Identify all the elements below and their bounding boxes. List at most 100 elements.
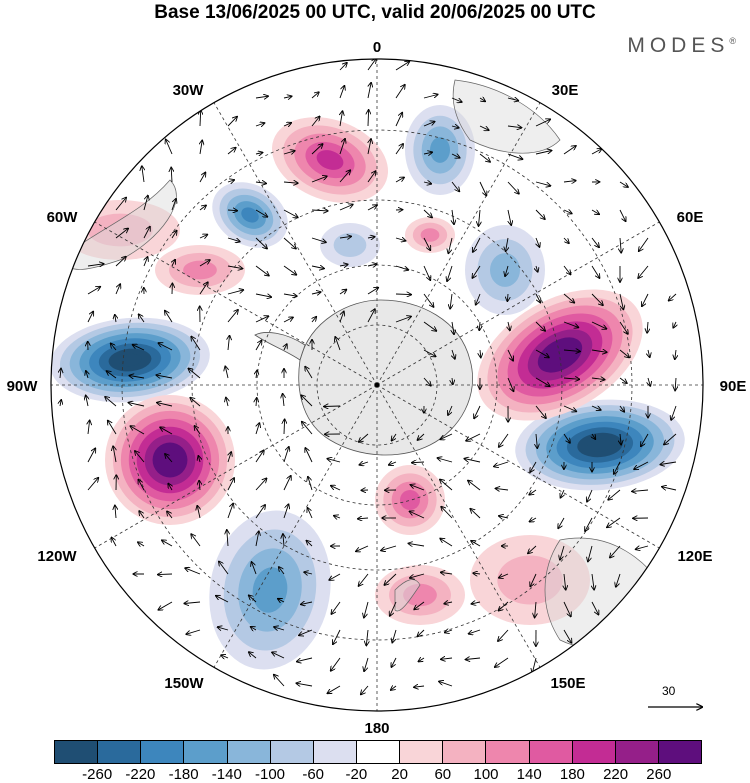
wind-vector: [359, 462, 369, 465]
wind-vector: [479, 98, 485, 101]
meridian-line: [94, 384, 378, 549]
wind-vector: [563, 210, 572, 214]
wind-vector: [166, 140, 173, 155]
wind-vector: [255, 123, 264, 126]
negative-anomaly-contour: [118, 353, 142, 367]
wind-vector: [333, 629, 341, 644]
wind-vector: [563, 601, 571, 616]
wind-vector: [111, 344, 117, 351]
wind-vector: [368, 110, 369, 127]
brand-logo: MODES®: [627, 34, 736, 58]
wind-vector: [249, 595, 257, 603]
wind-vector: [133, 345, 145, 351]
wind-vector: [200, 141, 202, 155]
wind-vector: [448, 237, 453, 253]
wind-vector: [339, 290, 346, 294]
wind-vector: [359, 433, 369, 442]
wind-vector: [469, 629, 481, 634]
meridian-line: [376, 221, 660, 386]
wind-vector: [165, 311, 173, 323]
wind-vector: [171, 168, 172, 183]
wind-vector: [256, 398, 257, 407]
colorbar-swatch: [98, 741, 142, 763]
wind-vector: [272, 652, 285, 659]
wind-vector: [619, 209, 626, 221]
wind-vector: [227, 148, 236, 155]
wind-vector: [367, 205, 377, 211]
wind-vector: [361, 685, 369, 694]
wind-vector: [395, 85, 405, 99]
label-0: 0: [373, 39, 381, 56]
wind-vector: [411, 485, 425, 491]
wind-vector: [419, 658, 425, 662]
wind-vector: [642, 293, 649, 306]
wind-vector: [144, 257, 148, 267]
wind-vector: [408, 543, 425, 546]
wind-vector: [648, 349, 650, 357]
colorbar: [54, 740, 702, 764]
wind-vector: [279, 567, 285, 575]
wind-vector: [311, 210, 328, 211]
wind-vector: [297, 657, 313, 662]
negative-anomaly-contour: [241, 207, 259, 223]
wind-vector: [479, 153, 490, 162]
wind-vector: [308, 508, 313, 519]
negative-anomaly-contour: [430, 137, 450, 163]
wind-vector: [395, 62, 409, 71]
wind-vector: [284, 344, 287, 351]
wind-vector: [423, 377, 431, 386]
wind-vector: [535, 181, 550, 186]
wind-vector: [423, 182, 431, 184]
wind-vector: [444, 602, 453, 604]
wind-vector: [311, 144, 323, 155]
wind-vector: [507, 126, 521, 128]
wind-vector: [410, 511, 425, 519]
wind-vector: [619, 293, 623, 309]
wind-vector: [172, 260, 175, 267]
label-30e: 30E: [552, 82, 579, 99]
wind-vector: [506, 237, 508, 251]
wind-vector: [227, 117, 237, 127]
wind-vector: [311, 292, 321, 294]
wind-vector: [619, 349, 629, 357]
wind-vector: [324, 406, 341, 407]
wind-vector: [87, 264, 104, 266]
wind-vector: [560, 545, 565, 560]
wind-vector: [507, 98, 518, 101]
wind-vector: [311, 266, 324, 269]
map-disc: [51, 59, 703, 711]
wind-vector: [423, 349, 436, 356]
wind-vector: [283, 151, 295, 154]
wind-vector: [451, 181, 459, 191]
wind-vector: [105, 397, 117, 407]
negative-anomaly-contour: [333, 233, 367, 257]
wind-vector: [227, 310, 238, 323]
wind-vector: [311, 92, 319, 99]
chart-title: Base 13/06/2025 00 UTC, valid 20/06/2025…: [154, 2, 596, 23]
wind-vector: [530, 461, 537, 472]
wind-vector: [452, 209, 454, 224]
parallel-circle: [121, 129, 633, 641]
wind-vector: [284, 419, 285, 435]
wind-vector: [423, 293, 434, 307]
wind-vector: [139, 314, 145, 323]
wind-vector: [389, 462, 397, 465]
wind-vector: [252, 562, 257, 575]
wind-vector: [335, 337, 341, 351]
wind-vector: [395, 113, 402, 127]
wind-vector: [227, 210, 237, 211]
wind-vector: [591, 210, 599, 214]
colorbar-swatch: [55, 741, 99, 763]
wind-vector: [479, 209, 481, 226]
wind-vector: [367, 288, 378, 295]
wind-vector: [466, 433, 481, 441]
colorbar-tick-label: 220: [603, 766, 629, 783]
wind-vector: [255, 182, 266, 183]
wind-vector: [165, 454, 173, 463]
wind-vector: [535, 349, 549, 357]
wind-vector: [331, 486, 341, 491]
wind-vector: [592, 573, 594, 590]
wind-vector: [440, 480, 453, 491]
antarctic-peninsula-land: [254, 332, 306, 361]
wind-vector: [256, 371, 257, 379]
